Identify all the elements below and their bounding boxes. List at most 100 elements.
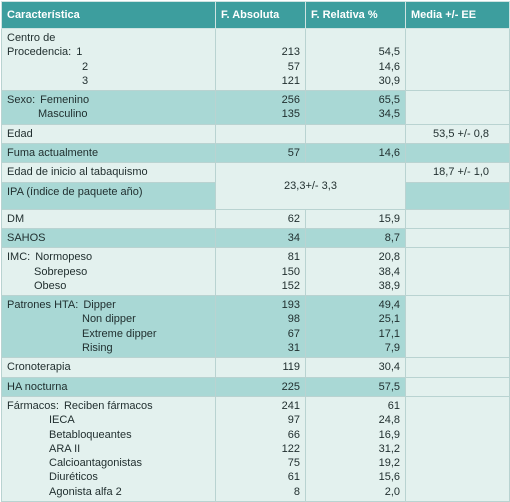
row-label: Centro de	[7, 32, 56, 44]
relative-cell: 14,6	[305, 143, 406, 164]
value-line: 65,5	[311, 93, 400, 107]
value-line: 57,5	[311, 380, 400, 394]
absolute-value: 152	[281, 279, 300, 292]
value-line: 19,2	[311, 456, 400, 470]
label-line: 2	[7, 60, 210, 74]
relative-cell: 49,4 25,1 17,1 7,9	[305, 295, 406, 359]
label-cell: Fármacos: Reciben fármacos IECA Betabloquea…	[1, 395, 216, 502]
relative-value: 24,8	[378, 414, 400, 427]
sub-label: 3	[82, 74, 89, 87]
relative-value: 57,5	[378, 380, 400, 393]
sub-label: Extreme dipper	[82, 327, 157, 340]
label-cell: Patrones HTA: Dipper Non dipper Extreme dip…	[1, 295, 216, 359]
absolute-value: 31	[287, 342, 300, 355]
relative-value: 15,6	[378, 471, 400, 484]
label-line: Procedencia: 1	[7, 45, 210, 59]
value-line: 38,4	[311, 265, 400, 279]
relative-value: 30,9	[378, 74, 400, 87]
absolute-value: 66	[287, 428, 300, 441]
row-label: Cronoterapia	[7, 361, 71, 374]
value-line: 81	[221, 250, 300, 264]
absolute-value: 62	[287, 212, 300, 225]
absolute-value: 97	[287, 414, 300, 427]
absolute-value: 225	[281, 380, 300, 393]
value-line: 256	[221, 93, 300, 107]
relative-cell: 61 24,8 16,9 31,2 19,2 15,6 2,0	[305, 395, 406, 502]
value-line	[311, 31, 400, 45]
value-line: 31,2	[311, 442, 400, 456]
media-value: 53,5 +/- 0,8	[433, 127, 489, 140]
sub-label: Sobrepeso	[34, 265, 88, 278]
relative-value: 38,4	[378, 265, 400, 278]
absolute-value: 241	[281, 399, 300, 412]
label-line: Non dipper	[7, 312, 210, 326]
value-line: 241	[221, 399, 300, 413]
label-cell: Edad de inicio al tabaquismo	[1, 162, 216, 183]
absolute-cell: 119	[215, 357, 306, 378]
sub-label: Masculino	[38, 108, 88, 121]
relative-value: 19,2	[378, 457, 400, 470]
value-line: 57	[221, 146, 300, 160]
relative-value: 17,1	[378, 327, 400, 340]
value-line: 2,0	[311, 485, 400, 499]
absolute-cell: 62	[215, 208, 306, 229]
absolute-cell: 225	[215, 376, 306, 397]
label-line: Betabloqueantes	[7, 428, 210, 442]
value-line: 38,9	[311, 279, 400, 293]
value-line: 34,5	[311, 107, 400, 121]
table-row: Fuma actualmente 57 14,6	[1, 143, 510, 164]
value-line: 7,9	[311, 341, 400, 355]
label-cell: SAHOS	[1, 227, 216, 249]
value-line: 66	[221, 428, 300, 442]
sub-label: Femenino	[40, 94, 90, 107]
table-row: Edad 53,5 +/- 0,8	[1, 123, 510, 145]
table-row: SAHOS 34 8,7	[1, 227, 510, 249]
relative-cell	[305, 123, 406, 145]
media-cell	[405, 295, 510, 359]
absolute-cell	[215, 123, 306, 145]
absolute-value: 81	[287, 251, 300, 264]
relative-value: 38,9	[378, 279, 400, 292]
absolute-value: 61	[287, 471, 300, 484]
relative-value: 2,0	[384, 485, 400, 498]
value-line: 61	[221, 470, 300, 484]
label-line: Rising	[7, 341, 210, 355]
relative-cell: 8,7	[305, 227, 406, 249]
label-line: Diuréticos	[7, 470, 210, 484]
row-label: SAHOS	[7, 231, 46, 244]
value-line: 135	[221, 107, 300, 121]
sub-label: Agonista alfa 2	[49, 485, 122, 498]
value-line: 122	[221, 442, 300, 456]
row-label: IMC:	[7, 251, 31, 264]
row-label: Edad	[7, 127, 33, 140]
relative-value: 20,8	[378, 251, 400, 264]
header-row: Característica F. Absoluta F. Relativa % Me…	[1, 1, 510, 29]
merged-value: 23,3+/- 3,3	[215, 162, 406, 210]
label-line: Cronoterapia	[7, 360, 210, 374]
header-cell: F. Absoluta	[215, 1, 306, 29]
table-row: IMC: Normopeso Sobrepeso Obeso 81 150 152 20,8 3…	[1, 247, 510, 297]
value-line: 17,1	[311, 327, 400, 341]
absolute-value: 193	[281, 299, 300, 312]
value-line: 97	[221, 413, 300, 427]
relative-cell: 65,5 34,5	[305, 90, 406, 125]
label-line: HA nocturna	[7, 380, 210, 394]
table-row: Fármacos: Reciben fármacos IECA Betabloquea…	[1, 395, 510, 502]
row-label: Procedencia:	[7, 46, 72, 59]
label-line: ARA II	[7, 442, 210, 456]
row-label: HA nocturna	[7, 380, 68, 393]
value-line: 30,9	[311, 74, 400, 88]
absolute-value: 150	[281, 265, 300, 278]
label-line: IPA (índice de paquete año)	[7, 185, 210, 199]
sub-label: Non dipper	[82, 313, 136, 326]
table-row: Edad de inicio al tabaquismo 23,3+/- 3,3 1…	[1, 162, 510, 210]
label-line: Extreme dipper	[7, 327, 210, 341]
absolute-value: 34	[287, 231, 300, 244]
sub-label: Calcioantagonistas	[49, 457, 142, 470]
relative-value: 14,6	[378, 60, 400, 73]
relative-value: 15,9	[378, 212, 400, 225]
absolute-value: 67	[287, 327, 300, 340]
table-row: Centro de Procedencia: 1 2 3 213 57 121 54,5 14,6…	[1, 27, 510, 92]
label-line: Sexo: Femenino	[7, 93, 210, 107]
